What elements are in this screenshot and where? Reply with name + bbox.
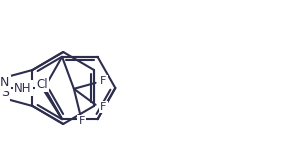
Text: NH: NH	[14, 82, 31, 95]
Text: S: S	[1, 87, 9, 100]
Text: Cl: Cl	[36, 78, 48, 91]
Text: F: F	[79, 116, 85, 126]
Text: N: N	[0, 77, 9, 90]
Text: F: F	[100, 76, 107, 86]
Text: F: F	[100, 102, 107, 112]
